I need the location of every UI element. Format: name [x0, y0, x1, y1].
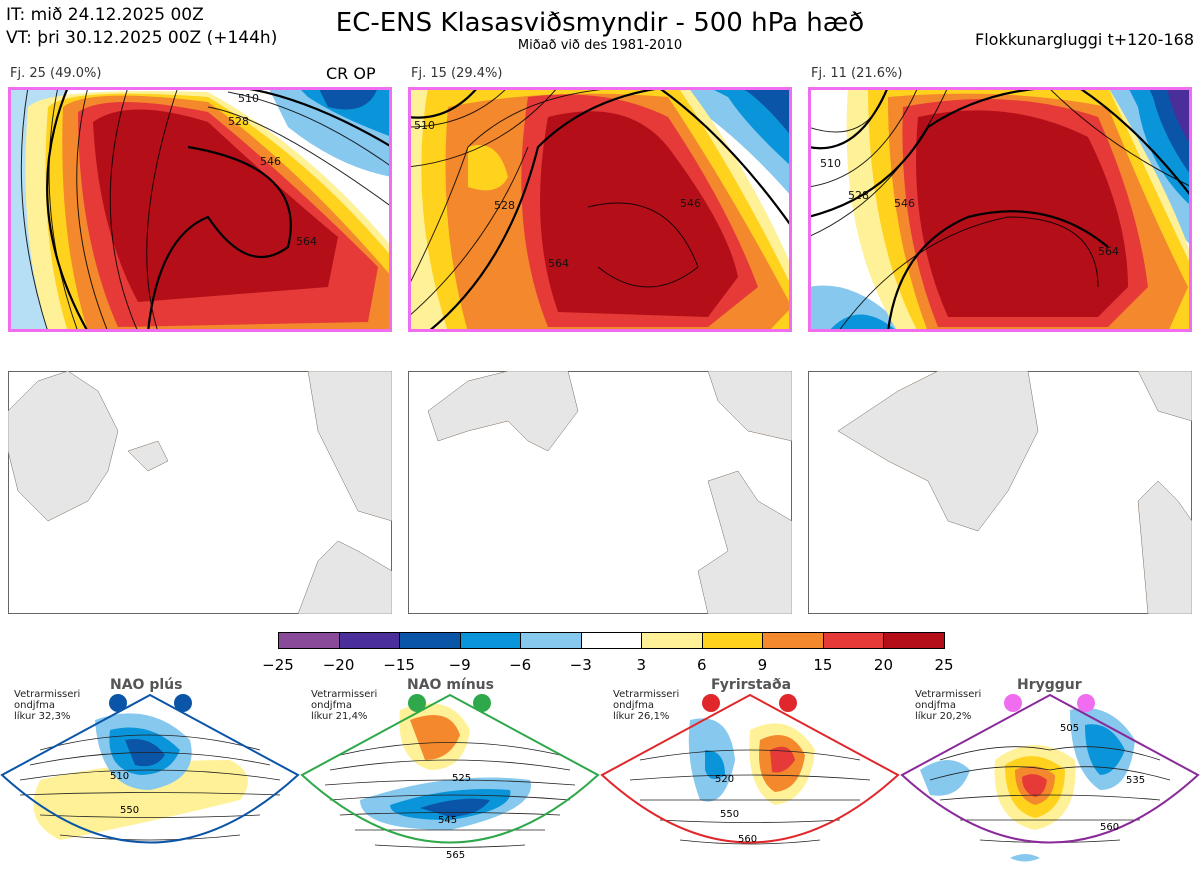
- regime-prob-2: Vetrarmisseri ondjfma líkur 21,4%: [311, 689, 378, 722]
- colorbar-tick-label: −20: [322, 656, 355, 674]
- colorbar-cell: [278, 632, 340, 649]
- contour-labels: 510 528 546 564: [414, 119, 701, 270]
- regime-hryggur: 505 535 560: [900, 693, 1200, 862]
- regime-prob-3: Vetrarmisseri ondjfma líkur 26,1%: [613, 689, 680, 722]
- colorbar-tick-label: 25: [934, 656, 954, 674]
- cluster-map-1: 510 528 546 564: [8, 87, 392, 332]
- colorbar-cell: [762, 632, 824, 649]
- regime-title-4: Hryggur: [1017, 677, 1082, 693]
- page-title: EC-ENS Klasasviðsmyndir - 500 hPa hæð: [335, 8, 865, 38]
- svg-text:560: 560: [738, 834, 757, 845]
- svg-text:565: 565: [446, 850, 465, 861]
- cluster-tag-1: CR OP: [326, 64, 376, 83]
- svg-text:510: 510: [414, 119, 435, 132]
- regime-title-2: NAO mínus: [407, 677, 494, 693]
- cluster-label-1: Fj. 25 (49.0%): [10, 66, 102, 81]
- colorbar-tick-label: 9: [757, 656, 768, 674]
- svg-text:528: 528: [228, 115, 249, 128]
- regime-nao-plus: 510 550: [0, 693, 300, 844]
- empty-map-2: [408, 371, 792, 614]
- page-subtitle: Miðað við des 1981-2010: [517, 38, 683, 53]
- empty-map-1: [8, 371, 392, 614]
- colorbar-tick-label: −6: [509, 656, 532, 674]
- colorbar-cell: [399, 632, 461, 649]
- svg-text:564: 564: [548, 257, 569, 270]
- colorbar-tick-label: 3: [636, 656, 647, 674]
- colorbar: −25 −20 −15 −9 −6 −3 3 6 9 15 20 25: [262, 632, 954, 674]
- svg-text:528: 528: [848, 189, 869, 202]
- cluster-map-3: 510 528 546 564: [808, 87, 1192, 332]
- svg-text:546: 546: [894, 197, 915, 210]
- cluster-label-3: Fj. 11 (21.6%): [811, 66, 903, 81]
- it-line: IT: mið 24.12.2025 00Z: [6, 5, 204, 25]
- svg-text:525: 525: [452, 773, 471, 784]
- svg-text:510: 510: [820, 157, 841, 170]
- colorbar-cell: [459, 632, 522, 649]
- svg-text:550: 550: [120, 805, 139, 816]
- regime-title-1: NAO plús: [110, 677, 183, 693]
- colorbar-cell: [520, 632, 582, 649]
- svg-text:535: 535: [1126, 775, 1145, 786]
- regime-prob-4: Vetrarmisseri ondjfma líkur 20,2%: [915, 689, 982, 722]
- svg-text:505: 505: [1060, 723, 1079, 734]
- window-label: Flokkunargluggi t+120-168: [975, 30, 1194, 49]
- colorbar-tick-label: −9: [448, 656, 471, 674]
- svg-text:550: 550: [720, 809, 739, 820]
- colorbar-cell: [822, 632, 885, 649]
- svg-text:528: 528: [494, 199, 515, 212]
- svg-text:546: 546: [260, 155, 281, 168]
- colorbar-cell: [580, 632, 643, 649]
- colorbar-tick-label: 15: [813, 656, 833, 674]
- header-dates: IT: mið 24.12.2025 00Z VT: þri 30.12.202…: [6, 4, 277, 50]
- svg-text:520: 520: [715, 774, 734, 785]
- svg-text:510: 510: [110, 771, 129, 782]
- cluster-label-2: Fj. 15 (29.4%): [411, 66, 503, 81]
- regime-nao-minus: 525 545 565: [300, 693, 600, 861]
- colorbar-cell: [338, 632, 401, 649]
- vt-line: VT: þri 30.12.2025 00Z (+144h): [6, 28, 278, 48]
- svg-text:545: 545: [438, 815, 457, 826]
- svg-text:546: 546: [680, 197, 701, 210]
- colorbar-tick-label: −3: [569, 656, 592, 674]
- contour-labels: 510 528 546 564: [228, 92, 317, 248]
- regime-prob-1: Vetrarmisseri ondjfma líkur 32,3%: [14, 689, 81, 722]
- colorbar-cell: [641, 632, 703, 649]
- svg-text:560: 560: [1100, 822, 1119, 833]
- regime-fyrirstada: 520 550 560: [600, 693, 900, 845]
- empty-map-3: [808, 371, 1192, 614]
- colorbar-cell: [701, 632, 764, 649]
- colorbar-tick-label: −25: [262, 656, 294, 674]
- colorbar-tick-label: 20: [873, 656, 893, 674]
- regime-title-3: Fyrirstaða: [711, 677, 792, 693]
- colorbar-tick-label: −15: [383, 656, 415, 674]
- svg-text:564: 564: [1098, 245, 1119, 258]
- svg-text:564: 564: [296, 235, 317, 248]
- cluster-map-2: 510 528 546 564: [408, 87, 792, 332]
- contour-labels: 510 528 546 564: [820, 157, 1119, 258]
- svg-text:510: 510: [238, 92, 259, 105]
- colorbar-tick-label: 6: [697, 656, 707, 674]
- colorbar-cell: [883, 632, 945, 649]
